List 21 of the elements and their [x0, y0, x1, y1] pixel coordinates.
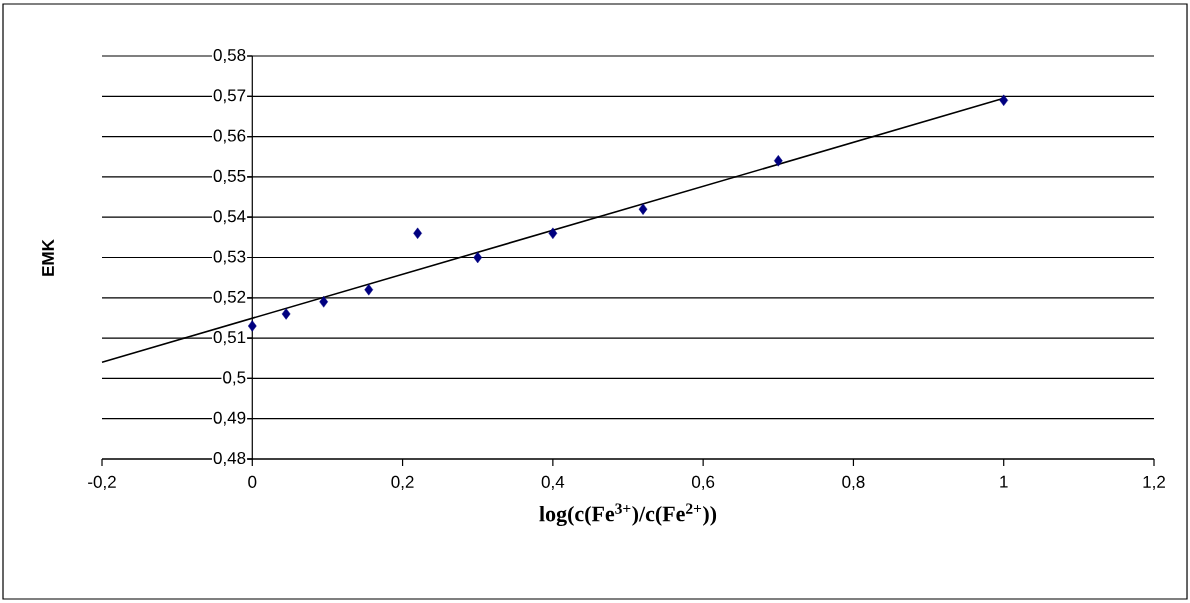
y-axis-title: EMK [42, 239, 54, 276]
y-tick-label: 0,48 [213, 451, 246, 467]
y-tick-label: 0,55 [213, 169, 246, 184]
x-tick-label: 1,2 [1143, 475, 1165, 490]
y-tick-label: 0,58 [213, 48, 246, 64]
y-tick-label: 0,56 [213, 129, 246, 144]
x-tick-label: -0,2 [88, 475, 116, 490]
y-tick-label: 0,52 [213, 290, 246, 305]
x-tick-label: 0 [248, 475, 257, 488]
x-axis-title: log(c(Fe$^{3+}$)/c(Fe$^{2+}$)) [539, 503, 717, 527]
y-tick-label: 0,5 [223, 371, 246, 386]
y-tick-label: 0,51 [213, 331, 246, 346]
y-tick-label: 0,49 [213, 411, 246, 426]
x-tick-label: 0,8 [842, 475, 865, 490]
x-tick-label: 0,6 [691, 475, 715, 490]
y-tick-label: 0,53 [213, 250, 246, 265]
x-tick-label: 0,4 [541, 475, 565, 490]
y-tick-label: 0,57 [213, 89, 246, 104]
x-tick-label: 1 [1000, 475, 1008, 488]
x-tick-label: 0,2 [391, 475, 414, 490]
y-tick-label: 0,54 [213, 210, 246, 225]
